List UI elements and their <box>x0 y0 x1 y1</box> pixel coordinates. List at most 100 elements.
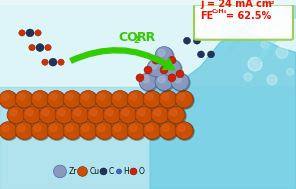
Circle shape <box>111 122 129 139</box>
Circle shape <box>120 107 138 125</box>
Circle shape <box>184 37 191 44</box>
Circle shape <box>47 91 65 108</box>
Circle shape <box>90 109 97 116</box>
Circle shape <box>172 74 190 91</box>
Circle shape <box>146 125 153 132</box>
Circle shape <box>128 91 146 109</box>
FancyBboxPatch shape <box>194 5 293 40</box>
Circle shape <box>175 91 193 108</box>
Circle shape <box>138 109 145 116</box>
Circle shape <box>79 122 97 139</box>
Circle shape <box>54 165 67 178</box>
Circle shape <box>168 107 186 125</box>
Circle shape <box>159 122 177 139</box>
Circle shape <box>143 122 161 139</box>
Circle shape <box>104 107 122 125</box>
Circle shape <box>106 109 113 116</box>
Circle shape <box>159 91 177 108</box>
Circle shape <box>146 93 153 100</box>
Circle shape <box>170 109 177 116</box>
Bar <box>0 87 296 189</box>
Circle shape <box>155 46 173 64</box>
Circle shape <box>64 91 82 109</box>
Polygon shape <box>230 18 255 52</box>
Polygon shape <box>220 5 296 38</box>
Circle shape <box>136 107 154 125</box>
Text: H: H <box>123 167 129 176</box>
Circle shape <box>29 44 35 51</box>
Circle shape <box>144 123 162 140</box>
Circle shape <box>114 93 121 100</box>
Circle shape <box>0 123 18 140</box>
Circle shape <box>63 122 81 139</box>
Circle shape <box>136 74 144 82</box>
Circle shape <box>95 122 113 139</box>
Circle shape <box>158 76 165 83</box>
Circle shape <box>87 106 105 124</box>
Text: C: C <box>109 167 114 176</box>
Circle shape <box>0 91 18 109</box>
Circle shape <box>71 106 89 124</box>
Circle shape <box>31 91 49 108</box>
Circle shape <box>176 123 194 140</box>
Circle shape <box>15 91 33 108</box>
Circle shape <box>47 122 65 139</box>
Circle shape <box>144 66 152 74</box>
Circle shape <box>40 107 58 125</box>
Circle shape <box>127 91 145 108</box>
Circle shape <box>32 123 50 140</box>
Circle shape <box>163 59 181 77</box>
Text: = 62.5%: = 62.5% <box>226 12 271 21</box>
Circle shape <box>152 56 160 64</box>
Circle shape <box>56 107 74 125</box>
Circle shape <box>58 59 64 65</box>
Circle shape <box>45 44 51 51</box>
Polygon shape <box>258 35 280 62</box>
Text: j = 24 mA cm: j = 24 mA cm <box>200 0 272 9</box>
Text: ⁻²: ⁻² <box>267 0 274 9</box>
Circle shape <box>156 74 174 91</box>
Circle shape <box>122 109 129 116</box>
Circle shape <box>128 123 146 140</box>
Circle shape <box>63 91 81 108</box>
Circle shape <box>36 44 44 51</box>
Circle shape <box>142 76 149 83</box>
Circle shape <box>130 168 137 175</box>
Circle shape <box>147 59 165 77</box>
Circle shape <box>114 125 121 132</box>
Circle shape <box>26 29 34 37</box>
Circle shape <box>0 91 17 108</box>
Circle shape <box>130 125 137 132</box>
Circle shape <box>112 91 130 109</box>
Circle shape <box>167 106 185 124</box>
Circle shape <box>80 91 98 109</box>
Circle shape <box>154 109 161 116</box>
Circle shape <box>82 93 89 100</box>
Circle shape <box>48 91 66 109</box>
Circle shape <box>135 106 153 124</box>
Text: 2: 2 <box>133 36 139 45</box>
Circle shape <box>178 93 185 100</box>
Circle shape <box>55 106 73 124</box>
Circle shape <box>140 74 158 91</box>
Circle shape <box>80 123 98 140</box>
Circle shape <box>174 76 181 83</box>
Circle shape <box>98 93 105 100</box>
Circle shape <box>160 123 178 140</box>
Circle shape <box>50 93 57 100</box>
Circle shape <box>175 122 193 139</box>
Circle shape <box>15 122 33 139</box>
FancyArrowPatch shape <box>69 47 176 70</box>
Circle shape <box>58 109 65 116</box>
Circle shape <box>48 123 66 140</box>
Circle shape <box>78 167 88 176</box>
Circle shape <box>162 125 169 132</box>
Circle shape <box>130 93 137 100</box>
Circle shape <box>8 107 26 125</box>
Circle shape <box>176 91 194 109</box>
Circle shape <box>127 122 145 139</box>
Circle shape <box>156 48 174 65</box>
Circle shape <box>117 169 121 174</box>
Circle shape <box>287 69 294 75</box>
Circle shape <box>103 106 121 124</box>
